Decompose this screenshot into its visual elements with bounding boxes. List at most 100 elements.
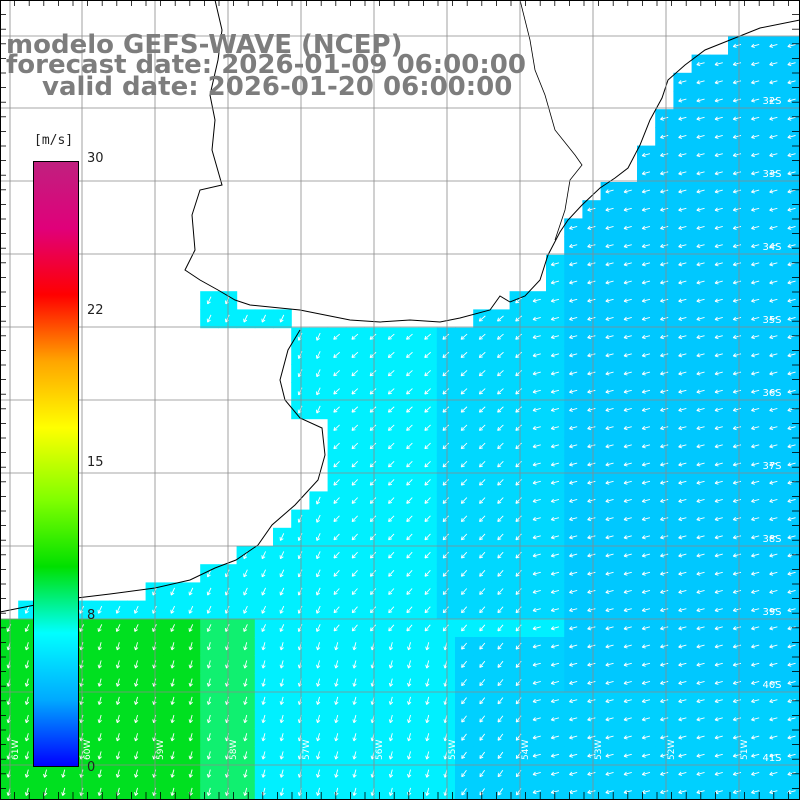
wind-arrow <box>243 660 248 669</box>
wind-arrow <box>188 587 194 596</box>
lon-label: 59W <box>156 740 166 760</box>
wind-arrow <box>97 660 102 669</box>
wind-arrow <box>170 587 175 596</box>
wind-arrow <box>170 751 175 760</box>
wind-arrow <box>24 787 30 796</box>
wind-arrow <box>279 533 285 541</box>
lat-label: 34S <box>762 242 781 253</box>
wind-arrow <box>206 642 212 651</box>
wind-arrow <box>243 605 248 614</box>
wind-arrow <box>24 696 30 705</box>
wind-arrow <box>279 714 284 724</box>
valid-date: valid date: 2026-01-20 06:00:00 <box>42 72 513 102</box>
wind-arrow <box>279 660 284 669</box>
wind-arrow <box>24 660 30 669</box>
wind-arrow <box>133 624 139 632</box>
wind-arrow <box>115 624 121 632</box>
lat-label: 35S <box>762 315 781 326</box>
lon-label: 57W <box>302 740 312 760</box>
wind-arrow <box>188 678 193 687</box>
wind-arrow <box>243 642 248 651</box>
wind-arrow <box>24 624 30 632</box>
wind-arrow <box>261 714 266 724</box>
wind-arrow <box>188 696 193 705</box>
wind-arrow <box>315 569 321 578</box>
wind-arrow <box>206 678 212 687</box>
wind-arrow <box>315 551 321 560</box>
wind-arrow <box>170 714 175 724</box>
wind-arrow <box>188 624 194 632</box>
wind-arrow <box>279 769 284 778</box>
colorbar <box>33 161 79 767</box>
wind-arrow <box>188 660 193 669</box>
wind-arrow <box>261 605 266 614</box>
wind-arrow <box>170 642 175 651</box>
wind-arrow <box>134 733 139 742</box>
wind-arrow <box>206 314 212 323</box>
lon-label: 61W <box>11 740 21 760</box>
wind-arrow <box>261 751 266 760</box>
wind-arrows <box>6 43 796 796</box>
colorbar-unit: [m/s] <box>34 133 74 148</box>
wind-arrow <box>315 405 321 414</box>
wind-arrow <box>315 587 321 596</box>
colorbar-tick-15: 15 <box>87 455 104 470</box>
wind-arrow <box>206 696 212 705</box>
wind-arrow <box>206 714 212 724</box>
wind-arrow <box>315 533 321 541</box>
wind-arrow <box>206 751 212 760</box>
wind-arrow <box>170 678 175 687</box>
wind-arrow <box>97 678 102 687</box>
wind-arrow <box>243 678 248 687</box>
wind-arrow <box>115 696 121 705</box>
wind-arrow <box>279 751 284 760</box>
lon-label: 52W <box>667 740 677 760</box>
lon-label: 53W <box>594 740 604 760</box>
wind-arrow <box>170 605 175 614</box>
wind-arrow <box>24 642 30 651</box>
wind-arrow <box>97 733 102 742</box>
wind-arrow <box>243 751 248 760</box>
wind-arrow <box>315 514 321 523</box>
wind-arrow <box>315 332 321 341</box>
wind-arrow <box>24 714 30 724</box>
wind-arrow <box>24 733 30 742</box>
wind-arrow <box>243 787 248 796</box>
wind-arrow <box>134 787 139 796</box>
colorbar-tick-22: 22 <box>87 303 104 318</box>
colorbar-tick-30: 30 <box>87 151 104 166</box>
lat-label: 41S <box>762 753 781 764</box>
wind-arrow <box>97 769 102 778</box>
wind-arrow <box>315 351 321 359</box>
wind-arrow <box>206 296 212 305</box>
wind-arrow <box>134 642 139 651</box>
wind-arrow <box>188 605 194 614</box>
wind-arrow <box>115 714 121 724</box>
wind-arrow <box>170 787 175 796</box>
wind-arrow <box>115 678 121 687</box>
wind-arrow <box>279 678 284 687</box>
wind-arrow <box>261 587 266 596</box>
wind-arrow <box>243 733 248 742</box>
wind-arrow <box>97 624 103 632</box>
wind-arrow <box>243 624 248 632</box>
wind-arrow <box>97 642 102 651</box>
wind-arrow <box>279 551 285 560</box>
wind-arrow <box>261 678 266 687</box>
wind-arrow <box>279 733 284 742</box>
lat-label: 39S <box>762 607 781 618</box>
wind-arrow <box>206 787 212 796</box>
wind-arrow <box>115 605 121 614</box>
wind-arrow <box>279 696 284 705</box>
lat-label: 38S <box>762 534 781 545</box>
wind-arrow <box>261 314 266 323</box>
lat-label: 36S <box>762 388 781 399</box>
wind-arrow <box>206 569 212 578</box>
wind-arrow <box>133 605 139 614</box>
lat-label: 40S <box>762 680 781 691</box>
wind-arrow <box>261 733 266 742</box>
wind-arrow <box>97 787 102 796</box>
wind-arrow <box>206 769 212 778</box>
wind-arrow <box>170 624 175 632</box>
